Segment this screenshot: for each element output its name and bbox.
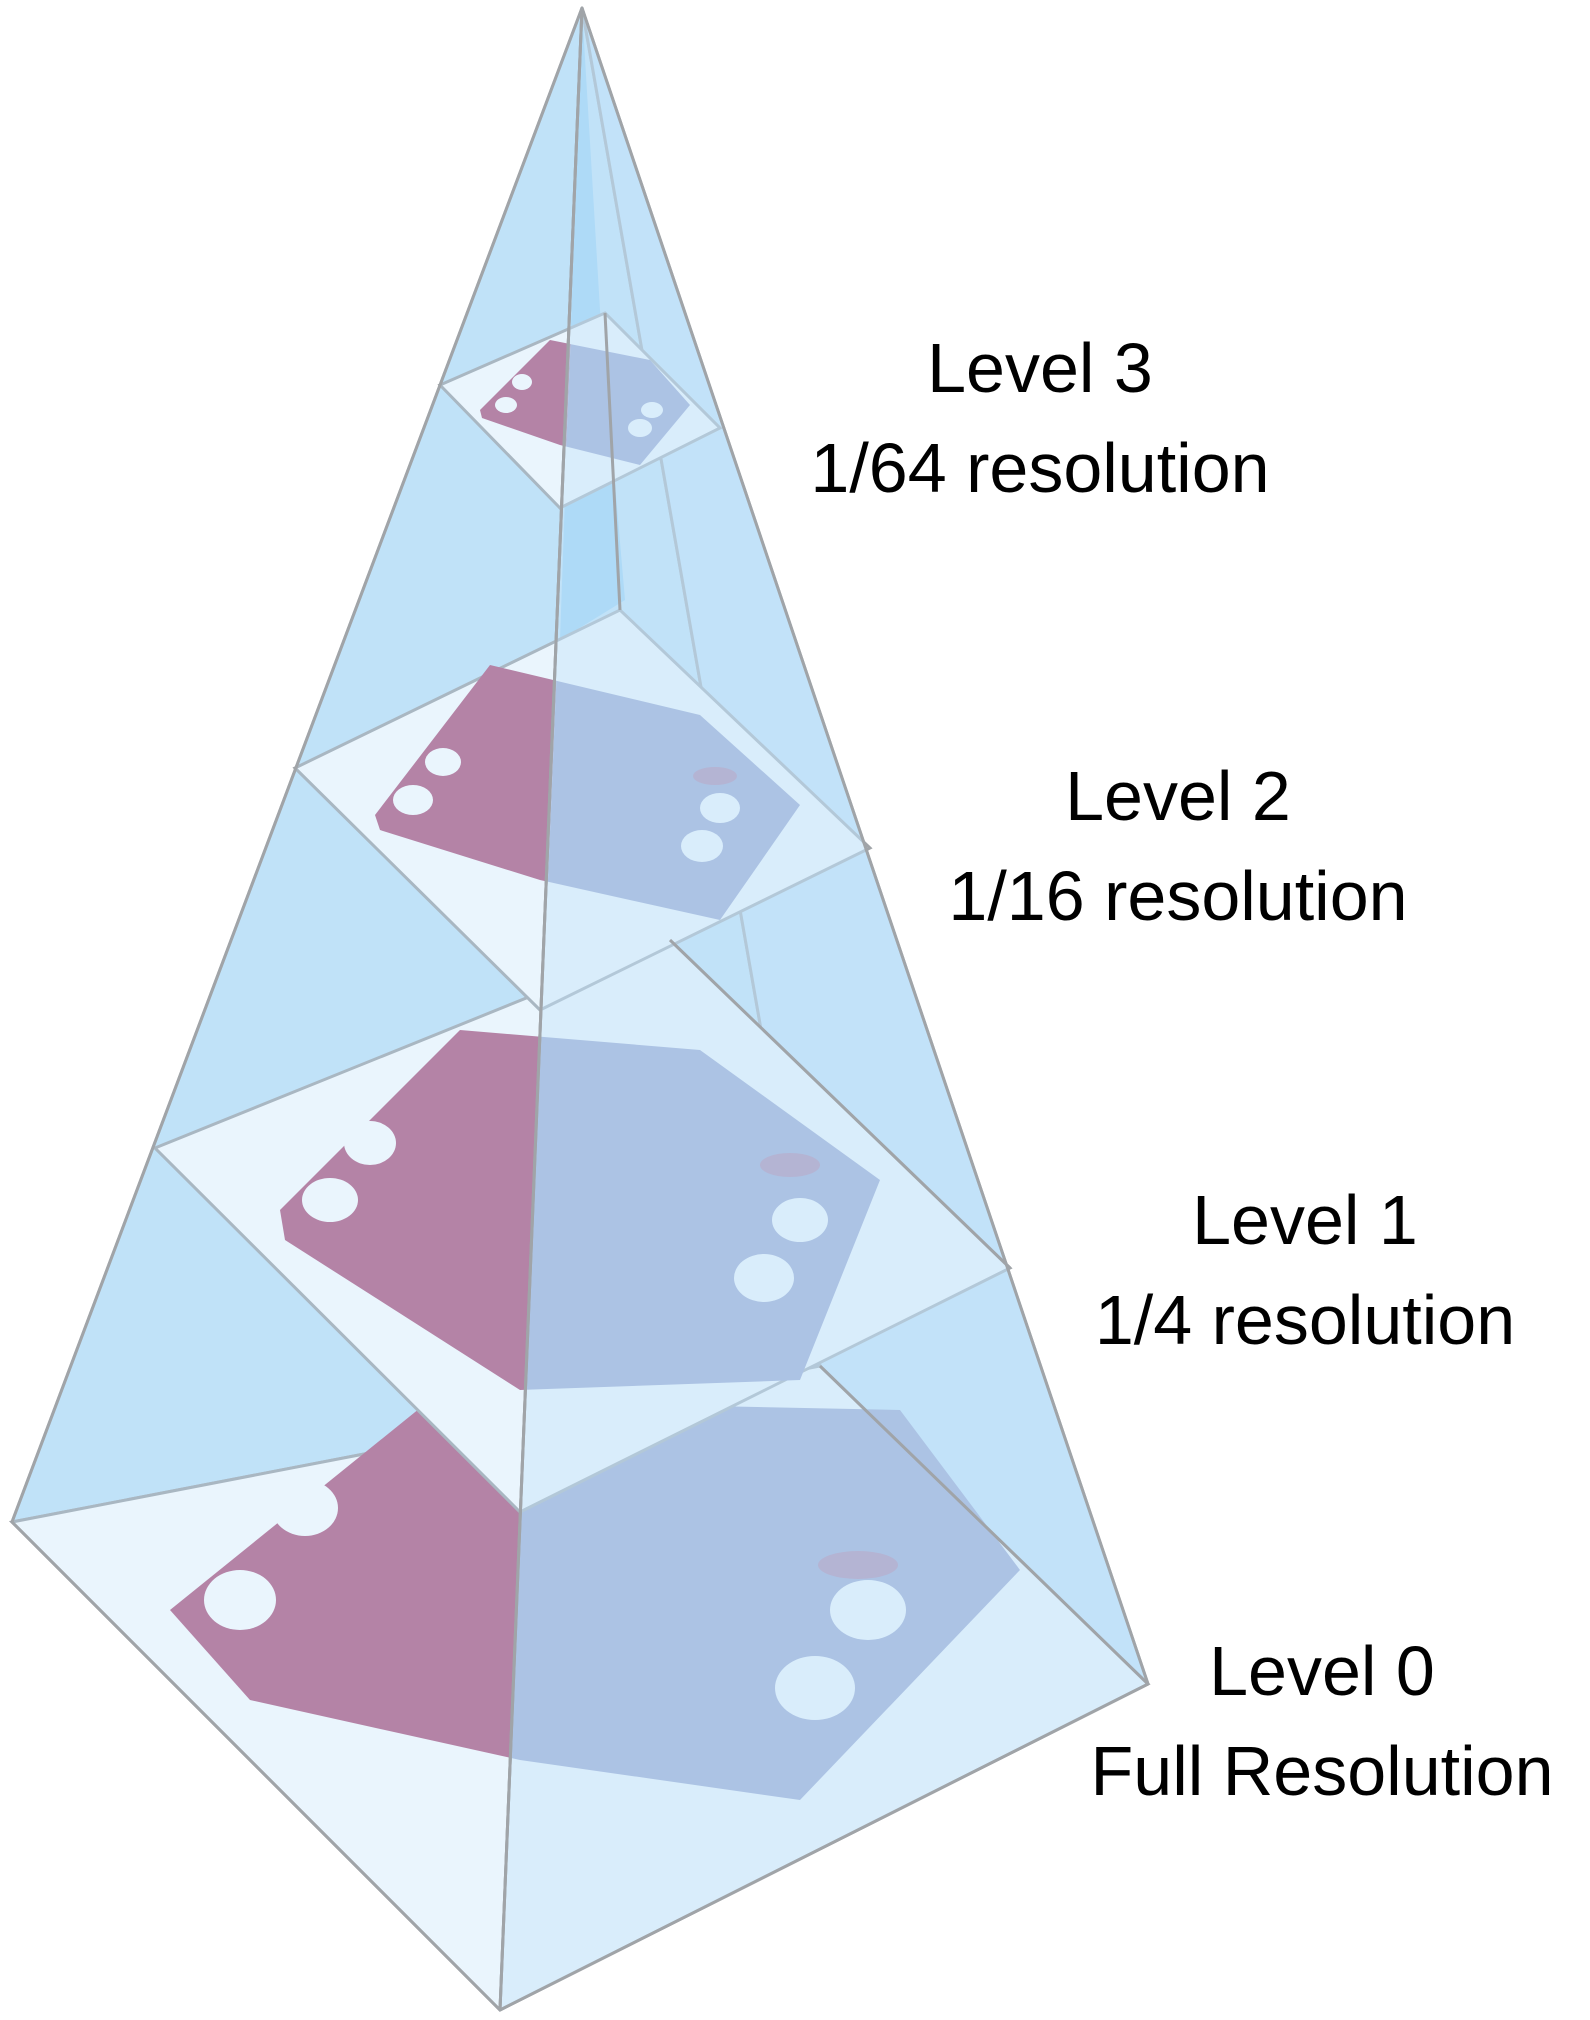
level-2-resolution: 1/16 resolution (948, 857, 1407, 935)
pyramid-inner-edge (603, 312, 622, 611)
level-1-label: Level 1 1/4 resolution (1095, 1181, 1515, 1359)
level-2-label: Level 2 1/16 resolution (948, 757, 1407, 935)
level-1-resolution: 1/4 resolution (1095, 1281, 1515, 1359)
level-0-label: Level 0 Full Resolution (1091, 1632, 1554, 1810)
level-2-name: Level 2 (1065, 757, 1291, 835)
level-3-label: Level 3 1/64 resolution (810, 329, 1269, 507)
level-1-back-edge (668, 938, 1012, 1270)
pyramid-front-right-face (498, 6, 1150, 2012)
level-3-name: Level 3 (927, 329, 1153, 407)
pyramid-front (10, 6, 1150, 2012)
level-3-resolution: 1/64 resolution (810, 429, 1269, 507)
level-0-back-edge (818, 1364, 1150, 1686)
pyramid-front-left-face (10, 6, 584, 2012)
level-1-name: Level 1 (1192, 1181, 1418, 1259)
level-0-name: Level 0 (1209, 1632, 1435, 1710)
level-0-resolution: Full Resolution (1091, 1732, 1554, 1810)
pyramid-front-edge (498, 7, 584, 2011)
